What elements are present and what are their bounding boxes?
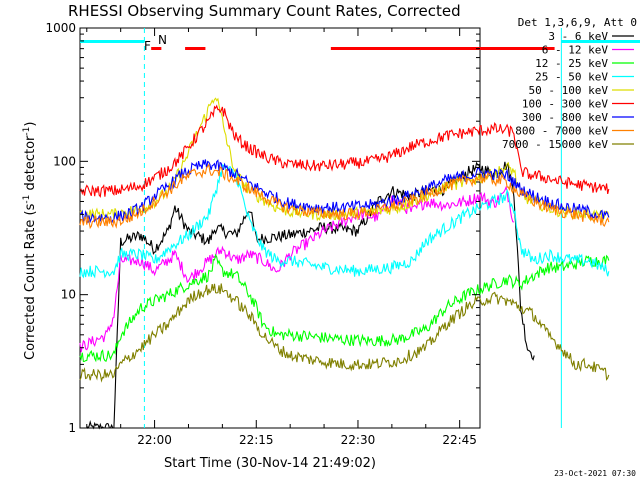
legend-label-4: 50 - 100 keV: [529, 84, 609, 97]
legend-label-8: 7000 - 15000 keV: [502, 138, 608, 151]
y-tick-label-1: 10: [61, 288, 76, 302]
series-line-8: [79, 283, 610, 383]
y-label-sup2: -1: [22, 127, 32, 136]
series-line-6: [79, 159, 610, 226]
x-axis-ticks: 22:00 22:15 22:30 22:45: [86, 28, 477, 447]
red-bar-1: [185, 47, 206, 50]
x-tick-label-3: 22:45: [442, 433, 477, 447]
series-lines: [79, 97, 610, 430]
chart-title: RHESSI Observing Summary Count Rates, Co…: [68, 2, 461, 20]
y-label-sup1: -1: [22, 195, 32, 204]
attenuator-n-mark: N: [158, 33, 167, 47]
cyan-bar-1: [561, 40, 640, 43]
legend-label-7: 800 - 7000 keV: [515, 125, 608, 138]
y-axis-ticks: 1 10 100 1000: [45, 21, 480, 435]
attenuator-f-mark: F: [144, 39, 151, 53]
series-line-2: [79, 253, 610, 363]
legend-label-0: 3 - 6 keV: [548, 30, 608, 43]
timestamp: 23-Oct-2021 07:30: [554, 469, 636, 478]
cyan-bar-0: [80, 40, 145, 43]
y-label-part1: Corrected Count Rate (s: [23, 203, 38, 360]
legend-label-5: 100 - 300 keV: [522, 98, 608, 111]
legend-label-2: 12 - 25 keV: [535, 57, 608, 70]
y-label-part2: detector: [23, 135, 38, 195]
vertical-markers: [143, 28, 562, 428]
x-tick-label-2: 22:30: [341, 433, 376, 447]
x-tick-label-1: 22:15: [239, 433, 274, 447]
red-bar-0: [151, 47, 162, 50]
red-bar-2: [330, 47, 555, 50]
legend-label-1: 6 - 12 keV: [542, 44, 609, 57]
legend-label-6: 300 - 800 keV: [522, 111, 608, 124]
y-tick-label-3: 1000: [45, 21, 76, 35]
legend-label-3: 25 - 50 keV: [535, 71, 608, 84]
series-line-5: [79, 104, 610, 198]
y-axis-label: Corrected Count Rate (s-1 detector-1): [22, 122, 38, 360]
plot-frame: [79, 27, 481, 429]
y-tick-label-0: 1: [68, 421, 76, 435]
y-label-part3: ): [23, 122, 38, 127]
legend-header: Det 1,3,6,9, Att 0: [518, 16, 637, 29]
series-line-1: [79, 185, 515, 353]
series-line-7: [79, 163, 610, 230]
y-tick-label-2: 100: [53, 154, 76, 168]
x-tick-label-0: 22:00: [137, 433, 172, 447]
series-line-3: [79, 162, 610, 279]
observing-bars: [80, 40, 640, 50]
x-axis-label: Start Time (30-Nov-14 21:49:02): [164, 456, 376, 471]
plot-area: 22:00 22:15 22:30 22:45 1 10 100 1000 F N: [45, 21, 640, 447]
